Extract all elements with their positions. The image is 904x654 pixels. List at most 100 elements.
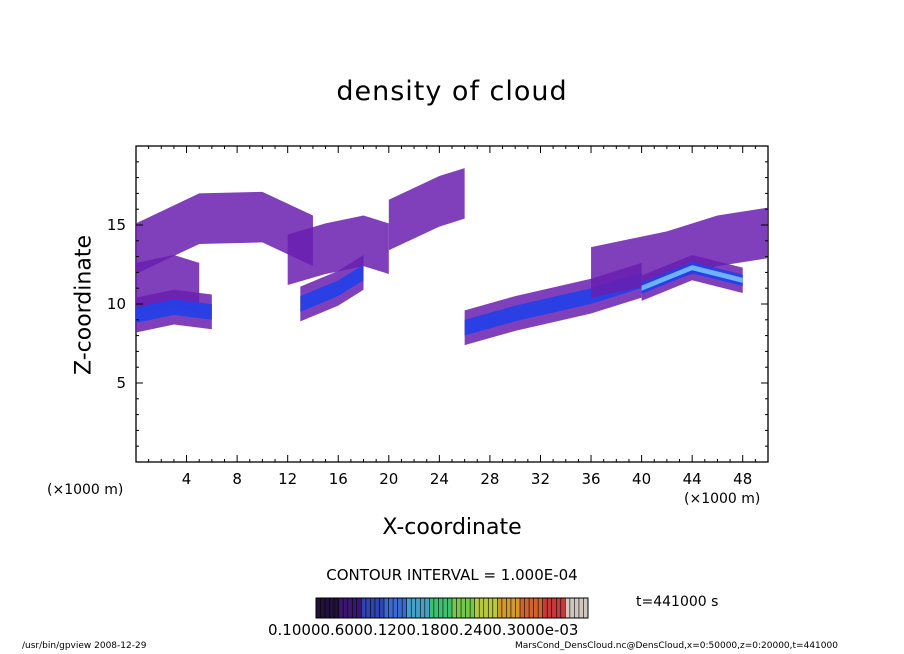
colorbar-cell <box>411 598 417 618</box>
x-tick-label: 28 <box>480 470 499 488</box>
colorbar-cell <box>447 598 453 618</box>
colorbar-cell <box>420 598 426 618</box>
colorbar-cell <box>461 598 467 618</box>
contour-interval: CONTOUR INTERVAL = 1.000E-04 <box>326 566 578 584</box>
x-tick-label: 40 <box>632 470 651 488</box>
colorbar-cell <box>352 598 358 618</box>
colorbar-cell <box>429 598 435 618</box>
colorbar-cell <box>415 598 421 618</box>
colorbar-cell <box>515 598 521 618</box>
cloud-band <box>388 168 465 251</box>
x-tick-label: 36 <box>581 470 600 488</box>
colorbar-cell <box>474 598 480 618</box>
colorbar-cell <box>501 598 507 618</box>
colorbar-cell <box>556 598 562 618</box>
colorbar-cell <box>438 598 444 618</box>
colorbar-cell <box>320 598 326 618</box>
colorbar-cell <box>442 598 448 618</box>
colorbar-cell <box>538 598 544 618</box>
colorbar-cell <box>578 598 584 618</box>
colorbar-cell <box>547 598 553 618</box>
colorbar-cell <box>388 598 394 618</box>
colorbar-cell <box>384 598 390 618</box>
colorbar-cell <box>433 598 439 618</box>
x-unit-right: (×1000 m) <box>684 491 761 507</box>
colorbar-cell <box>520 598 526 618</box>
colorbar-cell <box>465 598 471 618</box>
y-tick-label: 10 <box>107 295 126 313</box>
x-unit-left: (×1000 m) <box>47 482 124 498</box>
x-tick-label: 20 <box>379 470 398 488</box>
y-axis-label: Z-coordinate <box>71 235 97 375</box>
cloud-core <box>300 264 364 312</box>
colorbar-cell <box>456 598 462 618</box>
colorbar-cell <box>406 598 412 618</box>
colorbar-cell <box>343 598 349 618</box>
colorbar-cell <box>370 598 376 618</box>
y-tick-label: 5 <box>116 374 126 392</box>
colorbar-cell <box>542 598 548 618</box>
x-tick-label: 12 <box>278 470 297 488</box>
colorbar-cell <box>361 598 367 618</box>
colorbar-cell <box>338 598 344 618</box>
colorbar-cell <box>583 598 589 618</box>
time-label: t=441000 s <box>636 594 719 610</box>
cloud-peak <box>641 265 743 291</box>
colorbar-cell <box>574 598 580 618</box>
colorbar-cell <box>551 598 557 618</box>
x-tick-label: 48 <box>733 470 752 488</box>
colorbar-cell <box>569 598 575 618</box>
colorbar <box>315 597 589 619</box>
colorbar-cell <box>347 598 353 618</box>
colorbar-cell <box>329 598 335 618</box>
colorbar-cell <box>356 598 362 618</box>
colorbar-cell <box>316 598 322 618</box>
colorbar-cell <box>365 598 371 618</box>
colorbar-cell <box>424 598 430 618</box>
colorbar-cell <box>483 598 489 618</box>
cloud-band <box>641 255 743 301</box>
colorbar-cell <box>529 598 535 618</box>
x-axis-label: X-coordinate <box>382 515 522 540</box>
colorbar-cell <box>334 598 340 618</box>
colorbar-cell <box>470 598 476 618</box>
cloud-core <box>641 261 743 294</box>
colorbar-cell <box>393 598 399 618</box>
cloud-core <box>136 299 212 323</box>
cloud-band <box>287 215 389 286</box>
colorbar-cell <box>402 598 408 618</box>
colorbar-cell <box>524 598 530 618</box>
cloud-field <box>136 168 768 346</box>
x-tick-label: 44 <box>683 470 702 488</box>
colorbar-cell <box>379 598 385 618</box>
colorbar-cell <box>325 598 331 618</box>
footer-right: MarsCond_DensCloud.nc@DensCloud,x=0:5000… <box>515 641 838 651</box>
colorbar-cell <box>492 598 498 618</box>
colorbar-frame <box>315 597 589 619</box>
chart-title: density of cloud <box>336 76 568 107</box>
colorbar-cell <box>510 598 516 618</box>
y-tick-label: 15 <box>107 216 126 234</box>
colorbar-cell <box>452 598 458 618</box>
x-tick-label: 24 <box>430 470 449 488</box>
colorbar-cell <box>533 598 539 618</box>
cloud-band <box>136 191 313 274</box>
cloud-band <box>591 207 768 298</box>
colorbar-labels: 0.10000.6000.1200.1800.2400.3000e-03 <box>268 621 579 639</box>
footer-left: /usr/bin/gpview 2008-12-29 <box>22 641 147 651</box>
colorbar-cell <box>506 598 512 618</box>
x-tick-label: 32 <box>531 470 550 488</box>
x-tick-label: 16 <box>329 470 348 488</box>
colorbar-cell <box>565 598 571 618</box>
colorbar-cell <box>397 598 403 618</box>
colorbar-cell <box>497 598 503 618</box>
colorbar-cell <box>560 598 566 618</box>
colorbar-cell <box>374 598 380 618</box>
colorbar-cell <box>479 598 485 618</box>
x-tick-label: 4 <box>182 470 192 488</box>
x-tick-label: 8 <box>232 470 242 488</box>
colorbar-cell <box>488 598 494 618</box>
